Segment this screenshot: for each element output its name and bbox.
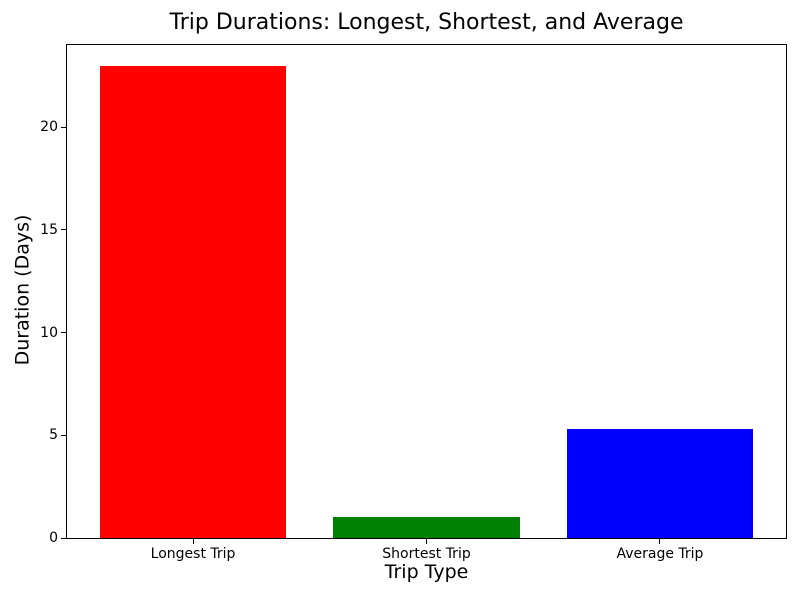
chart-title: Trip Durations: Longest, Shortest, and A… <box>169 10 684 35</box>
y-tick-label-20: 20 <box>40 119 58 136</box>
y-tick-label-5: 5 <box>49 427 58 444</box>
x-tick-label-longest-trip: Longest Trip <box>150 546 236 562</box>
bar-average-trip <box>566 429 754 538</box>
bar-longest-trip <box>99 65 287 538</box>
y-axis-label: Duration (Days) <box>11 214 34 366</box>
x-tick-label-average-trip: Average Trip <box>616 546 704 562</box>
y-tick-mark-15 <box>61 229 66 231</box>
x-axis-label: Trip Type <box>384 561 469 583</box>
y-tick-mark-0 <box>61 537 66 539</box>
y-tick-mark-5 <box>61 434 66 436</box>
plot-area: 0 5 10 15 20 Longest Trip Shortest Trip Averag… <box>40 44 787 561</box>
x-tick-mark-average-trip <box>659 539 661 544</box>
y-tick-mark-10 <box>61 332 66 334</box>
y-tick-label-10: 10 <box>40 324 58 341</box>
x-tick-mark-shortest-trip <box>426 539 427 544</box>
y-tick-label-15: 15 <box>40 221 58 238</box>
y-tick-label-0: 0 <box>49 530 58 546</box>
x-tick-mark-longest-trip <box>192 539 194 544</box>
x-tick-label-shortest-trip: Shortest Trip <box>382 546 471 562</box>
bar-shortest-trip <box>333 517 520 538</box>
y-tick-mark-20 <box>61 126 66 128</box>
